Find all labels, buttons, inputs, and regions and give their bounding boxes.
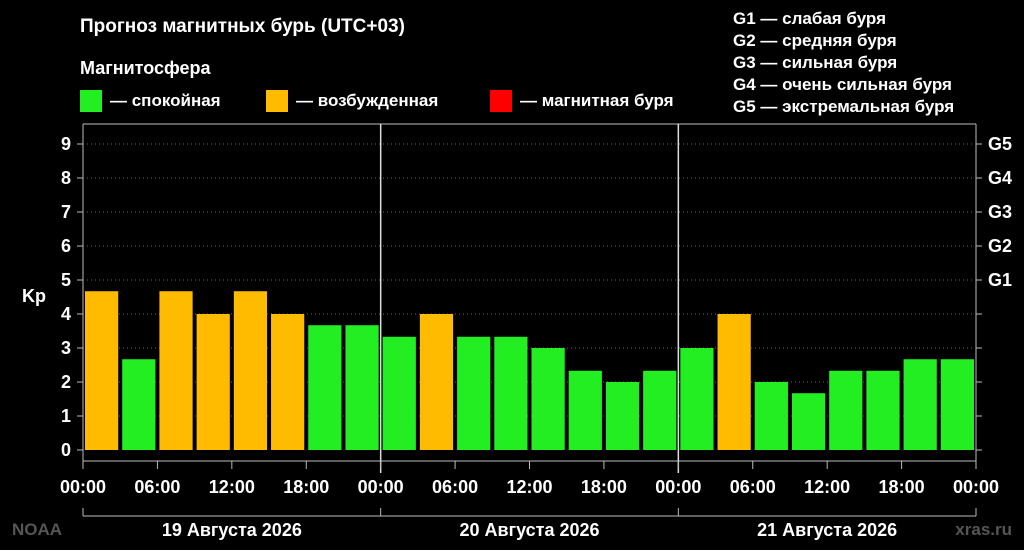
legend-swatch-quiet [80, 90, 102, 112]
kp-bar-2 [159, 291, 193, 450]
kp-bar-15 [643, 370, 677, 450]
y-tick-label-6: 6 [61, 236, 71, 256]
y-tick-label-9: 9 [61, 134, 71, 154]
y-tick-label-0: 0 [61, 440, 71, 460]
y-tick-label-2: 2 [61, 372, 71, 392]
g-scale-legend: G1 — слабая буря G2 — средняя буря G3 — … [733, 8, 954, 118]
chart-title: Прогноз магнитных бурь (UTC+03) [80, 16, 405, 37]
g-legend-g4: G4 — очень сильная буря [733, 75, 952, 94]
kp-bar-8 [382, 336, 416, 450]
x-tick-label-8: 00:00 [655, 477, 701, 497]
kp-bar-0 [85, 291, 119, 450]
legend-item-quiet: — спокойная [80, 90, 221, 112]
kp-bar-19 [791, 393, 826, 450]
kp-bar-16 [680, 348, 714, 450]
legend-label-quiet: — спокойная [110, 91, 221, 110]
y-tick-label-5: 5 [61, 270, 71, 290]
kp-bar-22 [903, 359, 937, 450]
kp-bar-14 [605, 382, 640, 450]
legend-swatch-storm [490, 90, 512, 112]
kp-bar-5 [271, 314, 305, 450]
kp-bar-21 [866, 370, 900, 450]
y-tick-label-4: 4 [61, 304, 71, 324]
x-tick-label-4: 00:00 [358, 477, 404, 497]
magnetosphere-label: Магнитосфера [80, 58, 211, 78]
kp-bar-11 [494, 336, 528, 450]
x-tick-label-3: 18:00 [283, 477, 329, 497]
g-legend-g2: G2 — средняя буря [733, 31, 897, 50]
x-tick-label-12: 00:00 [953, 477, 999, 497]
y-tick-label-3: 3 [61, 338, 71, 358]
g-legend-g1: G1 — слабая буря [733, 9, 887, 28]
legend-item-active: — возбужденная [266, 90, 438, 112]
footer-source-left: NOAA [12, 520, 63, 539]
kp-bar-12 [531, 348, 565, 450]
day-label-2: 21 Августа 2026 [757, 520, 897, 540]
day-label-0: 19 Августа 2026 [162, 520, 302, 540]
day-label-1: 20 Августа 2026 [459, 520, 599, 540]
x-tick-label-11: 18:00 [879, 477, 925, 497]
y-tick-label-1: 1 [61, 406, 71, 426]
x-tick-label-0: 00:00 [60, 477, 106, 497]
right-tick-label-g3: G3 [988, 202, 1012, 222]
x-tick-label-6: 12:00 [506, 477, 552, 497]
x-tick-label-2: 12:00 [209, 477, 255, 497]
legend-swatch-active [266, 90, 288, 112]
legend-label-storm: — магнитная буря [520, 91, 674, 110]
g-legend-g5: G5 — экстремальная буря [733, 97, 955, 116]
right-tick-label-g1: G1 [988, 270, 1012, 290]
legend-item-storm: — магнитная буря [490, 90, 674, 112]
kp-bar-9 [419, 314, 454, 450]
kp-bar-17 [717, 314, 751, 450]
x-tick-label-7: 18:00 [581, 477, 627, 497]
kp-bar-1 [122, 359, 156, 450]
x-tick-label-1: 06:00 [134, 477, 180, 497]
kp-bar-13 [568, 370, 602, 450]
x-tick-label-5: 06:00 [432, 477, 478, 497]
kp-bar-4 [233, 291, 268, 450]
footer-source-right: xras.ru [955, 520, 1012, 539]
right-tick-label-g4: G4 [988, 168, 1012, 188]
kp-bar-3 [196, 314, 230, 450]
y-tick-label-7: 7 [61, 202, 71, 222]
kp-bar-7 [345, 325, 379, 450]
right-tick-label-g5: G5 [988, 134, 1012, 154]
kp-bar-6 [308, 325, 342, 450]
kp-bar-18 [754, 382, 788, 450]
x-tick-label-10: 12:00 [804, 477, 850, 497]
x-tick-label-9: 06:00 [730, 477, 776, 497]
kp-bar-23 [940, 359, 974, 450]
y-axis-label: Kp [22, 286, 46, 306]
kp-bar-10 [457, 336, 491, 450]
legend-label-active: — возбужденная [296, 91, 439, 110]
kp-bar-20 [829, 370, 863, 450]
right-tick-label-g2: G2 [988, 236, 1012, 256]
y-tick-label-8: 8 [61, 168, 71, 188]
g-legend-g3: G3 — сильная буря [733, 53, 898, 72]
